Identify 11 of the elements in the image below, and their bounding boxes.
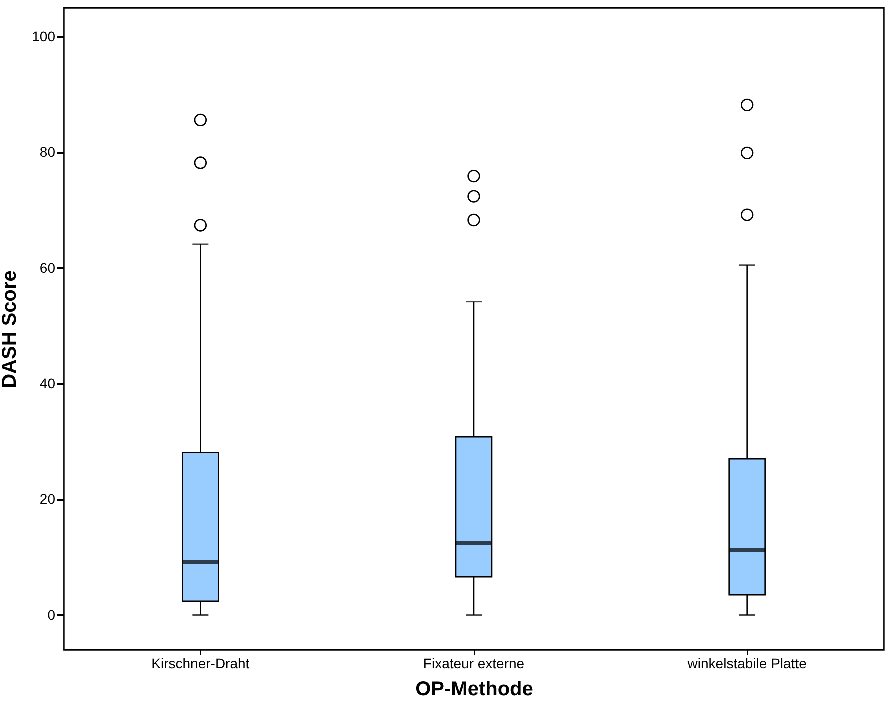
x-tick-label: Fixateur externe [423,656,525,672]
y-tick-label: 20 [40,491,56,508]
x-tick-label: Kirschner-Draht [152,656,250,672]
y-axis-title: DASH Score [0,270,22,388]
y-tick-label: 40 [40,375,56,392]
x-axis-title: OP-Methode [416,678,534,700]
y-tick-label: 100 [32,28,56,44]
x-tick-label: winkelstabile Platte [686,656,808,672]
y-tick-label: 80 [40,144,56,160]
y-tick-label: 0 [48,606,56,623]
y-tick-label: 60 [40,260,56,276]
